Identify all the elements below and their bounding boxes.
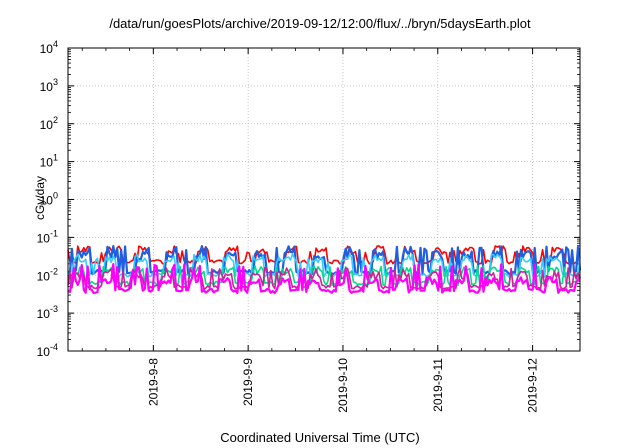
x-axis-label: Coordinated Universal Time (UTC) [220, 430, 420, 445]
plot-frame [67, 47, 581, 352]
y-tick-label: 101 [40, 153, 58, 170]
x-tick-label: 2019-9-12 [526, 358, 540, 413]
series-line [67, 245, 581, 265]
y-tick-label: 10-3 [37, 304, 58, 321]
y-tick-label: 103 [40, 77, 58, 94]
y-tick-label: 10-4 [37, 342, 58, 359]
x-tick-label: 2019-9-9 [241, 358, 255, 406]
x-tick-label: 2019-9-8 [146, 358, 160, 406]
x-tick-label: 2019-9-11 [431, 358, 445, 412]
y-tick-label: 10-2 [37, 266, 58, 283]
series-line [67, 263, 581, 294]
y-tick-label: 104 [40, 39, 58, 56]
y-tick-label: 100 [40, 191, 58, 208]
y-tick-label: 10-1 [37, 228, 58, 245]
y-tick-label: 102 [40, 115, 58, 132]
x-tick-label: 2019-9-10 [336, 358, 350, 413]
chart-title: /data/run/goesPlots/archive/2019-09-12/1… [109, 16, 531, 31]
